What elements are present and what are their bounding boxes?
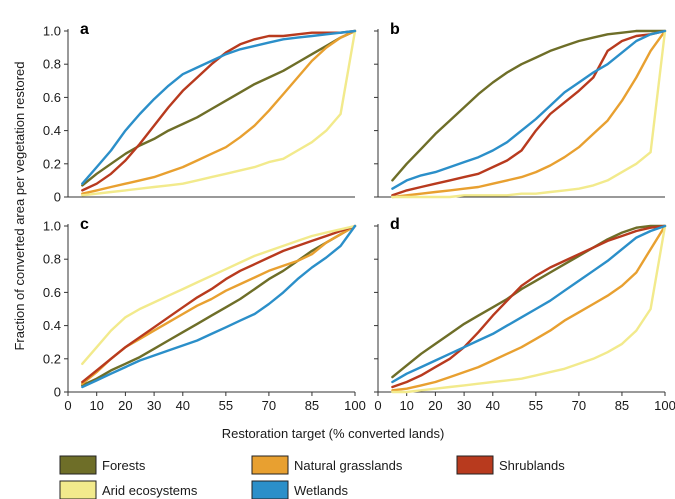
series-line-natural-grasslands <box>391 29 667 199</box>
panel-b: b <box>374 21 667 199</box>
x-tick-label: 20 <box>428 398 442 413</box>
x-tick-label: 100 <box>344 398 366 413</box>
y-tick-label: 0.2 <box>43 156 61 171</box>
series-line-forests <box>81 29 357 187</box>
series-line-wetlands <box>391 224 667 384</box>
series-line-natural-grasslands <box>391 224 667 392</box>
x-axis-title: Restoration target (% converted lands) <box>222 426 445 441</box>
series-line-natural-grasslands <box>81 29 357 195</box>
panel-d: 0 10 20 30 40 55 70 85 100 d <box>374 216 675 413</box>
y-tick-label: 0.8 <box>43 57 61 72</box>
panel-a: 0 0.2 0.4 0.6 0.8 1.0 a <box>43 21 357 205</box>
legend-swatch <box>251 480 289 499</box>
y-tick-label: 0 <box>54 385 61 400</box>
y-axis-title: Fraction of converted area per vegetatio… <box>12 61 27 350</box>
legend-swatch <box>59 455 97 475</box>
legend-item: Wetlands <box>251 480 348 499</box>
panel-c: 0 0.2 0.4 0.6 0.8 1.0 0 10 20 30 40 55 70 85 100 c <box>43 216 366 413</box>
series-line-wetlands <box>81 224 357 389</box>
y-tick-label: 0.2 <box>43 351 61 366</box>
legend-label: Natural grasslands <box>294 458 403 473</box>
x-tick-label: 30 <box>147 398 161 413</box>
x-tick-label: 30 <box>457 398 471 413</box>
series-line-shrublands <box>81 29 357 192</box>
x-tick-label: 70 <box>262 398 276 413</box>
x-tick-label: 0 <box>64 398 71 413</box>
x-tick-label: 0 <box>374 398 381 413</box>
series-line-shrublands <box>391 29 667 197</box>
x-tick-label: 20 <box>118 398 132 413</box>
legend-label: Forests <box>102 458 146 473</box>
x-tick-label: 10 <box>89 398 103 413</box>
legend-label: Wetlands <box>294 483 348 498</box>
series-line-forests <box>391 224 667 379</box>
y-tick-label: 0.4 <box>43 123 61 138</box>
x-tick-label: 40 <box>176 398 190 413</box>
x-tick-label: 70 <box>572 398 586 413</box>
panel-label: c <box>80 216 89 233</box>
legend-item: Forests <box>59 455 146 475</box>
x-tick-label: 40 <box>486 398 500 413</box>
legend-swatch <box>251 455 289 475</box>
legend-swatch <box>456 455 494 475</box>
y-tick-label: 0.6 <box>43 90 61 105</box>
y-tick-label: 0.8 <box>43 252 61 267</box>
series-line-wetlands <box>391 29 667 190</box>
legend-item: Arid ecosystems <box>59 480 198 499</box>
legend-item: Shrublands <box>456 455 565 475</box>
y-tick-label: 1.0 <box>43 219 61 234</box>
panel-label: a <box>80 21 89 38</box>
series-line-arid-ecosystems <box>81 29 357 197</box>
series-line-wetlands <box>81 29 357 185</box>
series-line-forests <box>391 29 667 182</box>
series-line-shrublands <box>391 224 667 389</box>
series-line-arid-ecosystems <box>81 224 357 365</box>
series-line-forests <box>81 224 357 387</box>
series-line-shrublands <box>81 224 357 384</box>
x-tick-label: 85 <box>615 398 629 413</box>
panel-label: d <box>390 216 400 233</box>
y-tick-label: 0.6 <box>43 285 61 300</box>
legend-label: Arid ecosystems <box>102 483 198 498</box>
legend-label: Shrublands <box>499 458 565 473</box>
legend-swatch <box>59 480 97 499</box>
legend: Forests Natural grasslands Shrublands Arid … <box>59 455 565 499</box>
y-tick-label: 0.4 <box>43 318 61 333</box>
x-tick-label: 100 <box>654 398 675 413</box>
series-line-arid-ecosystems <box>391 224 667 394</box>
y-tick-label: 0 <box>54 190 61 205</box>
x-tick-label: 55 <box>219 398 233 413</box>
panel-label: b <box>390 21 400 38</box>
series-line-arid-ecosystems <box>391 29 667 199</box>
panels: 0 0.2 0.4 0.6 0.8 1.0 a b 0 0.2 0.4 0.6 0.8 1.0 0 10 20 3… <box>43 21 675 413</box>
x-tick-label: 55 <box>529 398 543 413</box>
y-tick-label: 1.0 <box>43 24 61 39</box>
x-tick-label: 10 <box>399 398 413 413</box>
legend-item: Natural grasslands <box>251 455 403 475</box>
x-tick-label: 85 <box>305 398 319 413</box>
